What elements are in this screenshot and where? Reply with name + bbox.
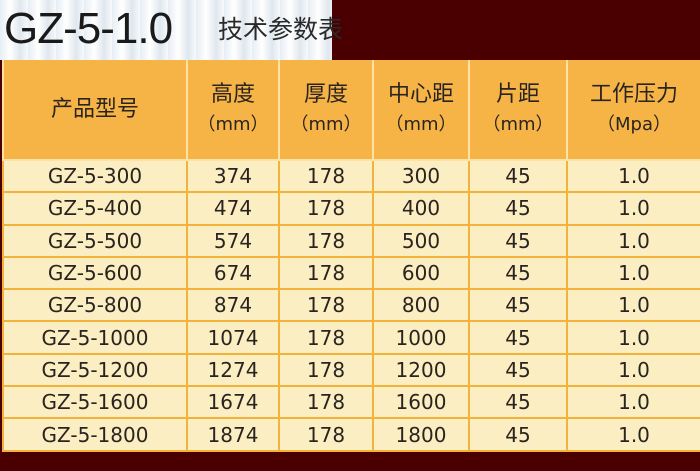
table-cell: 45 — [468, 385, 568, 420]
table-cell: 1200 — [372, 352, 470, 388]
table-row: GZ-5-500 574 178 500 45 1.0 — [2, 223, 700, 258]
table-cell: 1074 — [186, 320, 280, 355]
spec-table: 产品型号 高度 （mm） 厚度 （mm） 中心距 （mm） 片距 （mm） 工作压力 （Mpa） G… — [2, 60, 700, 452]
column-header-unit: （mm） — [482, 113, 554, 135]
product-subtitle: 技术参数表 — [218, 15, 344, 44]
table-cell: 1.0 — [566, 223, 700, 258]
column-header-label: 中心距 — [387, 81, 454, 107]
table-cell: GZ-5-1000 — [2, 320, 188, 355]
table-cell: 1600 — [372, 385, 470, 420]
table-cell: 178 — [278, 417, 374, 452]
table-cell: 300 — [372, 158, 470, 194]
table-row: GZ-5-600 674 178 600 45 1.0 — [2, 255, 700, 291]
table-cell: 674 — [186, 255, 280, 291]
product-title: GZ-5-1.0 — [4, 4, 173, 53]
column-header-unit: （mm） — [385, 113, 457, 135]
table-row: GZ-5-800 874 178 800 45 1.0 — [2, 288, 700, 323]
table-cell: 178 — [278, 385, 374, 420]
column-header-label: 厚度 — [303, 81, 348, 107]
column-header: 工作压力 （Mpa） — [566, 60, 700, 161]
table-row: GZ-5-300 374 178 300 45 1.0 — [2, 158, 700, 194]
table-cell: GZ-5-1800 — [2, 417, 188, 452]
table-cell: 178 — [278, 288, 374, 323]
table-cell: 1.0 — [566, 158, 700, 194]
table-row: GZ-5-1200 1274 178 1200 45 1.0 — [2, 352, 700, 388]
table-cell: GZ-5-1200 — [2, 352, 188, 388]
table-cell: GZ-5-1600 — [2, 385, 188, 420]
table-row: GZ-5-1800 1874 178 1800 45 1.0 — [2, 417, 700, 452]
column-header-unit: （Mpa） — [597, 113, 671, 135]
table-cell: 178 — [278, 352, 374, 388]
table-cell: 574 — [186, 223, 280, 258]
table-cell: GZ-5-600 — [2, 255, 188, 291]
table-cell: 45 — [468, 352, 568, 388]
table-cell: 178 — [278, 158, 374, 194]
radiator-background-image — [0, 0, 332, 60]
table-cell: 1800 — [372, 417, 470, 452]
column-header-unit: （mm） — [290, 113, 362, 135]
column-header-label: 产品型号 — [50, 96, 139, 122]
table-cell: GZ-5-800 — [2, 288, 188, 323]
column-header: 片距 （mm） — [468, 60, 568, 161]
table-cell: 45 — [468, 255, 568, 291]
table-cell: 1000 — [372, 320, 470, 355]
column-header: 产品型号 — [2, 60, 188, 161]
column-header: 高度 （mm） — [186, 60, 280, 161]
table-cell: 1.0 — [566, 288, 700, 323]
table-cell: 500 — [372, 223, 470, 258]
table-cell: 45 — [468, 320, 568, 355]
column-header-unit: （mm） — [197, 113, 269, 135]
column-header-label: 片距 — [495, 81, 540, 107]
table-cell: 1.0 — [566, 255, 700, 291]
table-cell: 1.0 — [566, 352, 700, 388]
table-cell: 374 — [186, 158, 280, 194]
column-header-label: 工作压力 — [589, 81, 678, 107]
table-cell: 1.0 — [566, 191, 700, 226]
table-row: GZ-5-1000 1074 178 1000 45 1.0 — [2, 320, 700, 355]
table-row: GZ-5-400 474 178 400 45 1.0 — [2, 191, 700, 226]
table-cell: 1274 — [186, 352, 280, 388]
table-cell: 178 — [278, 320, 374, 355]
table-cell: 178 — [278, 223, 374, 258]
table-cell: 178 — [278, 191, 374, 226]
table-cell: 1674 — [186, 385, 280, 420]
table-cell: 1.0 — [566, 385, 700, 420]
column-header: 厚度 （mm） — [278, 60, 374, 161]
table-cell: 1874 — [186, 417, 280, 452]
table-cell: 178 — [278, 255, 374, 291]
table-cell: GZ-5-400 — [2, 191, 188, 226]
table-header-row: 产品型号 高度 （mm） 厚度 （mm） 中心距 （mm） 片距 （mm） 工作压力 （Mpa） — [2, 60, 700, 161]
table-cell: 45 — [468, 223, 568, 258]
table-cell: 600 — [372, 255, 470, 291]
table-cell: 1.0 — [566, 417, 700, 452]
table-cell: 45 — [468, 288, 568, 323]
table-cell: 1.0 — [566, 320, 700, 355]
table-cell: 45 — [468, 417, 568, 452]
table-cell: GZ-5-500 — [2, 223, 188, 258]
title-banner: GZ-5-1.0 技术参数表 — [0, 0, 700, 60]
table-cell: 45 — [468, 158, 568, 194]
table-cell: 874 — [186, 288, 280, 323]
table-cell: 400 — [372, 191, 470, 226]
table-cell: 474 — [186, 191, 280, 226]
table-cell: 800 — [372, 288, 470, 323]
table-row: GZ-5-1600 1674 178 1600 45 1.0 — [2, 385, 700, 420]
table-cell: 45 — [468, 191, 568, 226]
column-header: 中心距 （mm） — [372, 60, 470, 161]
column-header-label: 高度 — [210, 81, 255, 107]
table-cell: GZ-5-300 — [2, 158, 188, 194]
